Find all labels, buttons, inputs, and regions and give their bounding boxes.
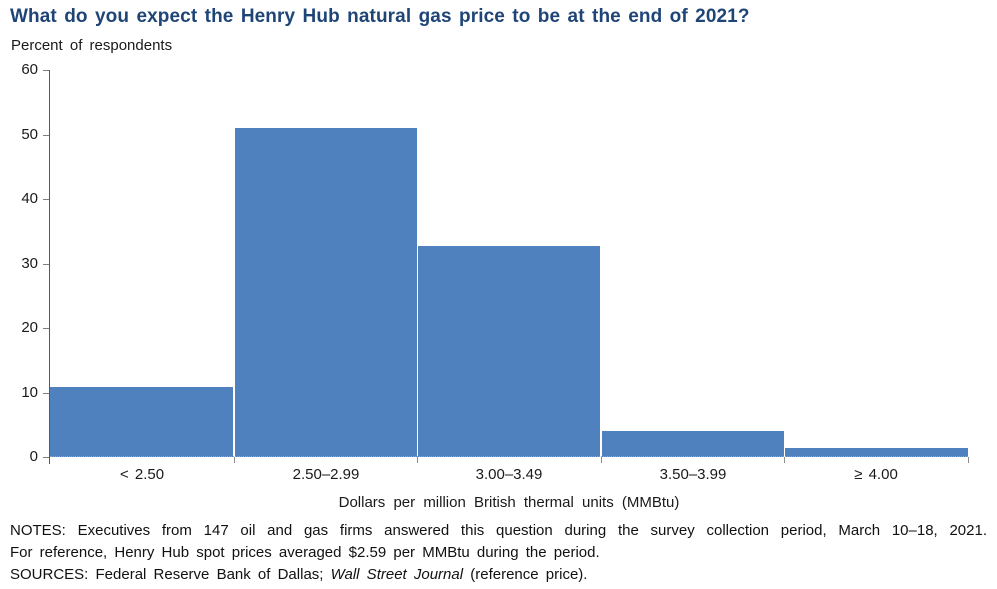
- y-axis-tick: [43, 328, 49, 329]
- bar-< 2.50: [50, 387, 233, 457]
- x-category-label: 2.50–2.99: [292, 466, 360, 483]
- y-axis-tick-label: 0: [29, 448, 38, 465]
- x-axis-tick: [968, 457, 969, 463]
- y-axis-tick: [43, 264, 49, 265]
- y-axis-tick: [43, 393, 49, 394]
- bar-2.50–2.99: [235, 128, 417, 457]
- chart-title: What do you expect the Henry Hub natural…: [10, 6, 750, 27]
- y-axis-tick: [43, 135, 49, 136]
- x-category-label: < 2.50: [119, 466, 165, 483]
- notes-block: NOTES: Executives from 147 oil and gas f…: [10, 520, 987, 586]
- x-category-label: 3.00–3.49: [475, 466, 543, 483]
- y-axis-tick-label: 10: [21, 384, 38, 401]
- x-category-label: 3.50–3.99: [659, 466, 727, 483]
- x-axis-baseline: [50, 456, 968, 457]
- y-axis-tick-label: 20: [21, 319, 38, 336]
- sources-suffix: (reference price).: [463, 566, 588, 583]
- y-axis-tick: [43, 199, 49, 200]
- bar-≥ 4.00: [785, 448, 968, 457]
- x-axis-tick: [784, 457, 785, 463]
- y-axis-tick: [43, 70, 49, 71]
- x-axis-tick: [234, 457, 235, 463]
- x-axis-tick: [417, 457, 418, 463]
- y-axis-tick: [43, 457, 49, 458]
- sources-italic-title: Wall Street Journal: [330, 566, 464, 583]
- bar-3.00–3.49: [418, 246, 600, 457]
- notes-line-2: For reference, Henry Hub spot prices ave…: [10, 544, 600, 561]
- x-category-label: ≥ 4.00: [854, 466, 898, 483]
- y-axis-tick-label: 30: [21, 255, 38, 272]
- x-axis-tick: [601, 457, 602, 463]
- y-axis-line: [49, 70, 50, 464]
- x-axis-title: Dollars per million British thermal unit…: [338, 494, 680, 511]
- y-axis-units-label: Percent of respondents: [11, 37, 173, 54]
- notes-line-1: NOTES: Executives from 147 oil and gas f…: [10, 522, 987, 539]
- y-axis-tick-label: 60: [21, 61, 38, 78]
- bar-3.50–3.99: [602, 431, 784, 457]
- y-axis-tick-label: 40: [21, 190, 38, 207]
- sources-prefix: SOURCES: Federal Reserve Bank of Dallas;: [10, 566, 331, 583]
- sources-line: SOURCES: Federal Reserve Bank of Dallas;…: [10, 564, 987, 586]
- y-axis-tick-label: 50: [21, 126, 38, 143]
